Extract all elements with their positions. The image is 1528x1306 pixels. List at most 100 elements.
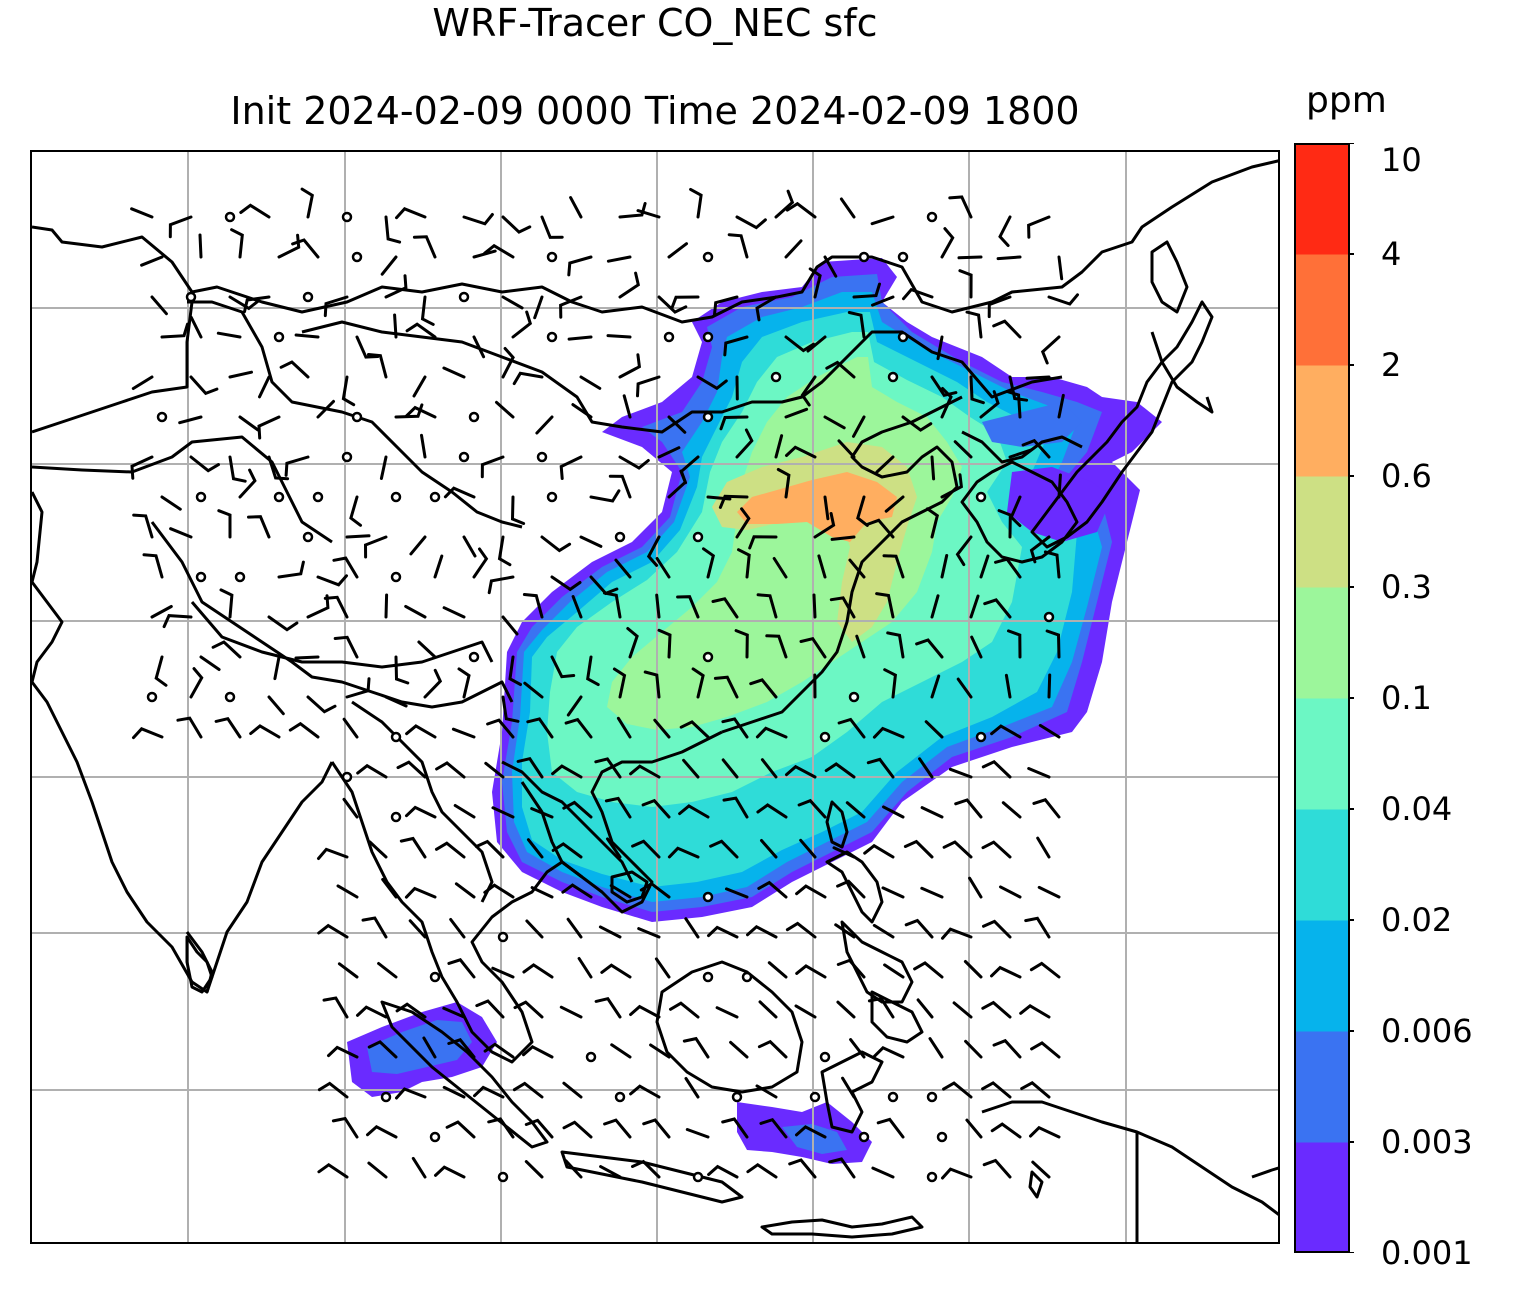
wind-barb xyxy=(725,887,749,899)
wind-barb xyxy=(516,757,544,779)
wind-barb xyxy=(1001,801,1022,819)
wind-barb xyxy=(288,721,320,739)
wind-barb xyxy=(685,1128,710,1139)
wind-barb xyxy=(856,495,869,527)
map-title-line2: Init 2024-02-09 0000 Time 2024-02-09 180… xyxy=(30,88,1280,134)
wind-barb xyxy=(837,717,866,739)
wind-barb xyxy=(996,255,1022,261)
wind-barb xyxy=(794,1004,817,1019)
wind-barb xyxy=(512,1081,544,1099)
wind-barb xyxy=(508,655,522,686)
wind-barb xyxy=(813,512,836,539)
wind-barb xyxy=(381,878,398,899)
wind-barb xyxy=(395,207,427,220)
wind-barb xyxy=(657,446,681,459)
wind-barb xyxy=(154,655,168,687)
colorbar xyxy=(1294,143,1354,1253)
wind-barb xyxy=(776,468,791,499)
wind-barb xyxy=(872,923,895,939)
calm-circle xyxy=(273,491,285,503)
wind-barb xyxy=(629,1084,661,1099)
calm-circle xyxy=(614,531,626,543)
wind-barb xyxy=(462,213,494,226)
wind-barb xyxy=(721,758,739,779)
wind-barb xyxy=(706,495,732,501)
wind-barb xyxy=(707,925,739,939)
wind-barb xyxy=(1021,438,1051,459)
wind-barb xyxy=(1004,673,1012,699)
wind-barb xyxy=(836,1000,856,1019)
wind-barb xyxy=(598,925,622,939)
wind-barb xyxy=(847,311,866,339)
calm-circle xyxy=(692,1171,704,1183)
wind-barb xyxy=(1027,767,1051,779)
calm-circle xyxy=(351,251,363,263)
wind-barb xyxy=(219,588,234,619)
wind-barb xyxy=(238,468,257,499)
calm-circle xyxy=(390,731,402,743)
wind-barb xyxy=(641,798,671,819)
calm-circle xyxy=(546,491,558,503)
wind-barb xyxy=(852,415,866,438)
border-himalaya xyxy=(150,521,514,709)
wind-barb xyxy=(512,371,544,386)
wind-barb xyxy=(277,233,301,259)
wind-barb xyxy=(363,535,388,559)
wind-barb xyxy=(384,215,402,244)
wind-barb xyxy=(863,843,895,859)
wind-barb xyxy=(713,675,739,699)
calm-circle xyxy=(497,1171,509,1183)
wind-barb xyxy=(614,558,632,579)
wind-barb xyxy=(384,695,408,708)
wind-barb xyxy=(812,593,817,619)
wind-barb xyxy=(317,1162,349,1179)
wind-barb xyxy=(755,1084,778,1099)
wind-barb xyxy=(564,717,593,739)
wind-barb xyxy=(718,494,749,509)
wind-barb xyxy=(832,846,856,859)
wind-barb xyxy=(836,879,866,899)
wind-barb xyxy=(571,595,583,619)
wind-barb xyxy=(336,884,359,899)
wind-barb xyxy=(594,997,622,1019)
coast-sakhalin xyxy=(1150,331,1214,414)
wind-barb xyxy=(667,846,700,859)
wind-barb xyxy=(948,767,973,779)
wind-barb xyxy=(367,353,388,379)
wind-barb xyxy=(567,335,593,341)
wind-barb xyxy=(417,640,437,659)
wind-barb xyxy=(767,961,788,979)
coastlines xyxy=(32,159,1278,1242)
wind-barb xyxy=(606,334,632,339)
wind-barb xyxy=(1029,535,1051,564)
calm-circle xyxy=(887,371,899,383)
calm-circle xyxy=(585,1051,597,1063)
coast-australia-tip xyxy=(1251,1166,1278,1179)
border-myanmar-thai xyxy=(351,700,494,903)
wind-barb xyxy=(483,883,515,899)
calm-circle xyxy=(614,1091,626,1103)
calm-circle xyxy=(302,531,314,543)
calm-circle xyxy=(224,211,236,223)
wind-barb xyxy=(721,717,749,739)
wind-barb xyxy=(721,1117,749,1139)
wind-barb xyxy=(559,1005,583,1019)
wind-barb xyxy=(525,919,544,939)
wind-barb xyxy=(160,322,189,339)
wind-barb xyxy=(342,717,359,739)
wind-barb xyxy=(918,757,934,779)
wind-barb xyxy=(788,1158,817,1179)
calm-circle xyxy=(663,331,675,343)
wind-barb xyxy=(920,886,944,899)
wind-barb xyxy=(965,310,983,339)
wind-barb xyxy=(294,333,320,339)
wind-barb xyxy=(176,716,203,739)
wind-barb xyxy=(994,557,1022,579)
wind-barb xyxy=(523,681,544,699)
wind-barb xyxy=(964,1039,983,1059)
wind-barb xyxy=(737,548,751,579)
wind-barb xyxy=(559,455,583,480)
wind-barb xyxy=(608,474,632,499)
wind-barb xyxy=(629,1004,661,1019)
wind-barb xyxy=(873,1046,905,1059)
